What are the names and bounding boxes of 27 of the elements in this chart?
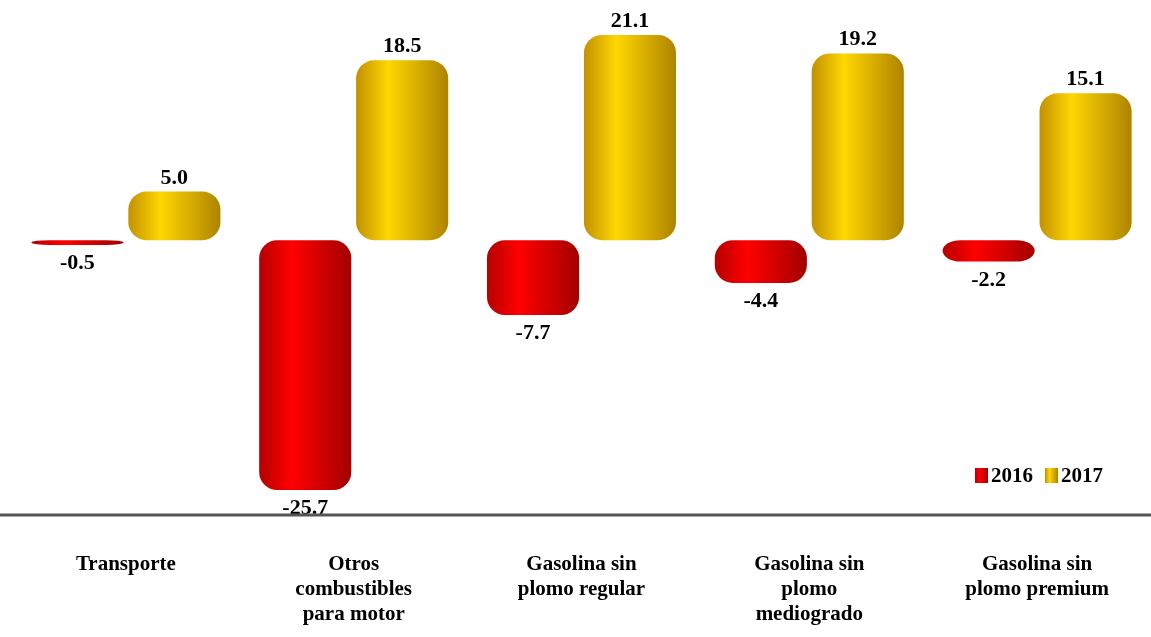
- data-label: -0.5: [60, 249, 95, 274]
- bar: [31, 240, 124, 245]
- data-label: 19.2: [838, 25, 878, 51]
- x-tick-label: Gasolina sin plomo mediogrado: [754, 551, 865, 625]
- data-label: -25.7: [282, 494, 329, 519]
- bar: [811, 53, 904, 241]
- bar: [942, 240, 1035, 262]
- bar: [714, 240, 807, 283]
- legend-label: 2016: [991, 463, 1033, 487]
- legend-label: 2017: [1061, 463, 1103, 487]
- x-tick-label: Gasolina sin plomo premium: [965, 551, 1110, 600]
- x-tick-label: Otros combustibles para motor: [295, 551, 413, 625]
- bar: [1039, 93, 1132, 241]
- data-label: -7.7: [515, 319, 551, 344]
- bar: [486, 240, 580, 315]
- data-label: -4.4: [743, 286, 779, 312]
- data-label: 18.5: [382, 32, 422, 58]
- data-label: 5.0: [160, 163, 189, 189]
- bar: [128, 191, 221, 241]
- bar: [259, 240, 352, 490]
- x-tick-label: Transporte: [75, 551, 176, 575]
- bar: [356, 60, 449, 241]
- data-label: 15.1: [1066, 65, 1105, 91]
- data-label: -2.2: [971, 265, 1007, 291]
- data-label: 21.1: [610, 7, 650, 32]
- bar: [583, 35, 677, 241]
- x-tick-label: Gasolina sin plomo regular: [517, 551, 646, 600]
